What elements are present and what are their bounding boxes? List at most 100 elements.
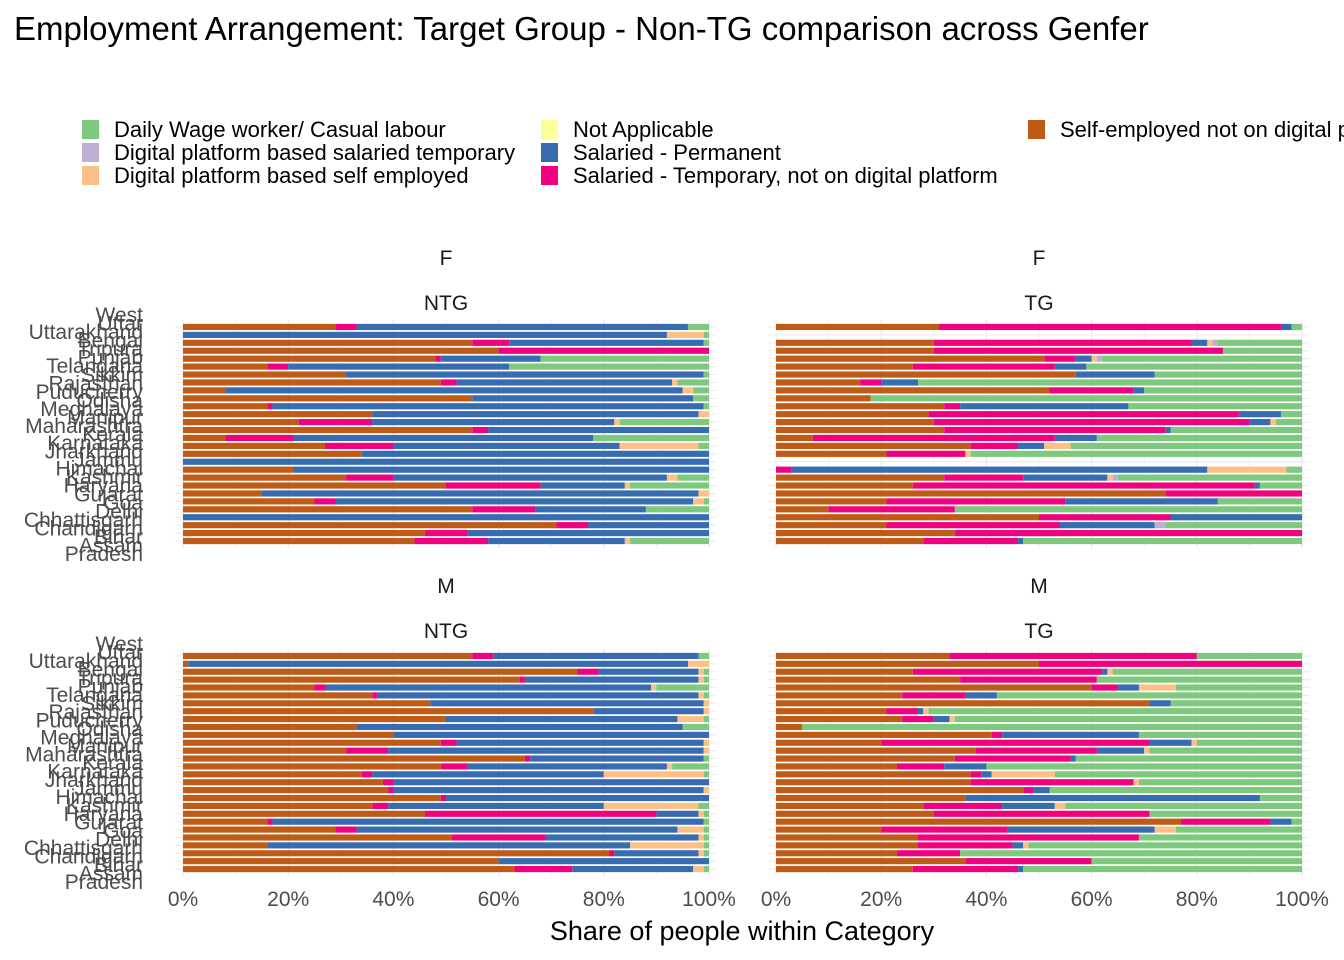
bar-segment-daily-wage-worker-casual-labour — [703, 834, 709, 841]
bar-segment-daily-wage-worker-casual-labour — [1291, 818, 1302, 825]
bar-segment-daily-wage-worker-casual-labour — [1170, 700, 1302, 707]
bar-segment-salaried-permanent — [1065, 498, 1218, 505]
bar-segment-salaried-temporary-not-on-digital-platform — [933, 810, 1150, 817]
bar-segment-salaried-permanent — [456, 379, 673, 386]
bar-segment-daily-wage-worker-casual-labour — [1054, 771, 1302, 778]
bar-segment-self-employed-not-on-digital-platform — [776, 522, 887, 529]
panel-F-TG: F TG — [768, 247, 1310, 548]
y-tick-label: Rajasthan — [48, 701, 143, 724]
bar-segment-daily-wage-worker-casual-labour — [1275, 419, 1302, 426]
bar-segment-daily-wage-worker-casual-labour — [703, 716, 709, 723]
bar-segment-self-employed-not-on-digital-platform — [776, 395, 871, 402]
bar-segment-self-employed-not-on-digital-platform — [183, 450, 362, 457]
bar-segment-salaried-permanent — [1054, 363, 1087, 370]
bar-segment-self-employed-not-on-digital-platform — [183, 779, 383, 786]
bar-segment-self-employed-not-on-digital-platform — [183, 387, 226, 394]
bar-segment-salaried-permanent — [446, 794, 709, 802]
bar-segment-daily-wage-worker-casual-labour — [677, 474, 709, 481]
y-tick-label: Bengal — [78, 330, 143, 353]
y-tick-label: Karnataka — [47, 761, 143, 784]
legend-label-salaried-permanent: Salaried - Permanent — [573, 140, 781, 165]
bar-segment-salaried-permanent — [356, 723, 683, 731]
bar-segment-salaried-permanent — [965, 794, 1260, 802]
bar-segment-salaried-permanent — [1117, 684, 1139, 691]
bar-segment-daily-wage-worker-casual-labour — [1149, 747, 1302, 754]
bar-segment-salaried-permanent — [493, 652, 699, 660]
bar-segment-digital-platform-based-self-employed — [677, 826, 704, 833]
bar-segment-daily-wage-worker-casual-labour — [1165, 522, 1302, 529]
bar-segment-salaried-permanent — [472, 395, 694, 402]
bar-segment-self-employed-not-on-digital-platform — [183, 363, 268, 370]
strip-group: NTG — [424, 292, 468, 315]
bar-segment-salaried-permanent — [388, 802, 604, 809]
bar-segment-daily-wage-worker-casual-labour — [593, 434, 709, 442]
bar-segment-salaried-temporary-not-on-digital-platform — [1044, 355, 1076, 362]
bar-segment-daily-wage-worker-casual-labour — [703, 818, 709, 825]
bar-segment-salaried-temporary-not-on-digital-platform — [912, 668, 1103, 675]
bar-segment-salaried-permanent — [1017, 442, 1045, 449]
bar-segment-salaried-permanent — [267, 842, 631, 849]
bar-segment-daily-wage-worker-casual-labour — [703, 371, 709, 378]
legend-label-daily-wage-worker-casual-labour: Daily Wage worker/ Casual labour — [114, 117, 446, 142]
bar-segment-self-employed-not-on-digital-platform — [776, 442, 971, 449]
bar-segment-salaried-permanent — [183, 514, 709, 521]
bar-segment-salaried-temporary-not-on-digital-platform — [944, 474, 1024, 481]
strip-gender: F — [440, 247, 453, 270]
bar-segment-salaried-temporary-not-on-digital-platform — [372, 692, 378, 699]
bar-segment-daily-wage-worker-casual-labour — [693, 387, 709, 394]
bar-segment-self-employed-not-on-digital-platform — [183, 419, 299, 426]
bar-segment-salaried-permanent — [944, 763, 987, 770]
bar-segment-daily-wage-worker-casual-labour — [1049, 787, 1302, 794]
bar-segment-salaried-temporary-not-on-digital-platform — [440, 739, 457, 746]
panel-M-TG: M TG 0% 20% 40% 60% 80% 100% — [761, 575, 1329, 911]
bar-segment-digital-platform-based-self-employed — [703, 700, 709, 707]
bar-segment-salaried-permanent — [530, 755, 704, 762]
bar-segment-self-employed-not-on-digital-platform — [776, 387, 1050, 394]
bar-segment-daily-wage-worker-casual-labour — [1138, 834, 1302, 841]
bar-segment-digital-platform-based-self-employed — [991, 771, 1055, 778]
bar-segment-daily-wage-worker-casual-labour — [1196, 652, 1302, 660]
bar-segment-salaried-temporary-not-on-digital-platform — [886, 450, 966, 457]
x-tick-label: 20% — [267, 888, 309, 911]
bar-segment-daily-wage-worker-casual-labour — [703, 771, 709, 778]
bar-segment-salaried-permanent — [1096, 747, 1145, 754]
bar-segment-salaried-temporary-not-on-digital-platform — [440, 794, 446, 802]
bar-segment-digital-platform-based-self-employed — [630, 842, 704, 849]
x-tick-label: 0% — [761, 888, 791, 911]
bar-segment-self-employed-not-on-digital-platform — [776, 692, 903, 699]
bar-segment-self-employed-not-on-digital-platform — [776, 652, 950, 660]
bar-segment-self-employed-not-on-digital-platform — [776, 858, 966, 865]
bar-segment-salaried-permanent — [1070, 755, 1076, 762]
bar-segment-self-employed-not-on-digital-platform — [776, 723, 803, 731]
y-tick-label: Uttarakhand — [29, 321, 143, 344]
bar-segment-digital-platform-based-self-employed — [666, 763, 673, 770]
bar-segment-daily-wage-worker-casual-labour — [703, 850, 709, 857]
y-tick-label: Himachal — [55, 786, 143, 809]
bar-segment-salaried-temporary-not-on-digital-platform — [991, 731, 1003, 738]
bar-segment-daily-wage-worker-casual-labour — [954, 716, 1302, 723]
bar-segment-self-employed-not-on-digital-platform — [183, 771, 362, 778]
bar-segment-daily-wage-worker-casual-labour — [630, 482, 709, 489]
bar-segment-daily-wage-worker-casual-labour — [1096, 676, 1302, 683]
bar-segment-self-employed-not-on-digital-platform — [776, 850, 897, 857]
bar-segment-daily-wage-worker-casual-labour — [703, 339, 709, 346]
bar-segment-daily-wage-worker-casual-labour — [1259, 794, 1302, 802]
bar-segment-digital-platform-based-self-employed — [698, 676, 704, 683]
y-tick-label: Uttarakhand — [29, 650, 143, 673]
bar-segment-salaried-temporary-not-on-digital-platform — [382, 779, 394, 786]
bar-segment-salaried-temporary-not-on-digital-platform — [975, 747, 1097, 754]
bar-segment-self-employed-not-on-digital-platform — [183, 339, 473, 346]
bar-segment-salaried-permanent — [456, 739, 704, 746]
bar-segment-salaried-temporary-not-on-digital-platform — [435, 355, 441, 362]
y-tick-label: Telangana — [46, 684, 143, 707]
y-tick-label: Chandigarh — [34, 517, 143, 540]
bar-segment-salaried-temporary-not-on-digital-platform — [472, 339, 510, 346]
bar-segment-digital-platform-based-self-employed — [603, 802, 699, 809]
bar-segment-daily-wage-worker-casual-labour — [1023, 865, 1302, 873]
bar-segment-salaried-permanent — [1075, 355, 1092, 362]
bar-segment-self-employed-not-on-digital-platform — [183, 482, 446, 489]
bar-segment-self-employed-not-on-digital-platform — [776, 403, 945, 410]
bar-segment-salaried-permanent — [965, 692, 997, 699]
y-tick-label: Gujarat — [74, 483, 143, 506]
bar-segment-digital-platform-based-self-employed — [1023, 842, 1029, 849]
